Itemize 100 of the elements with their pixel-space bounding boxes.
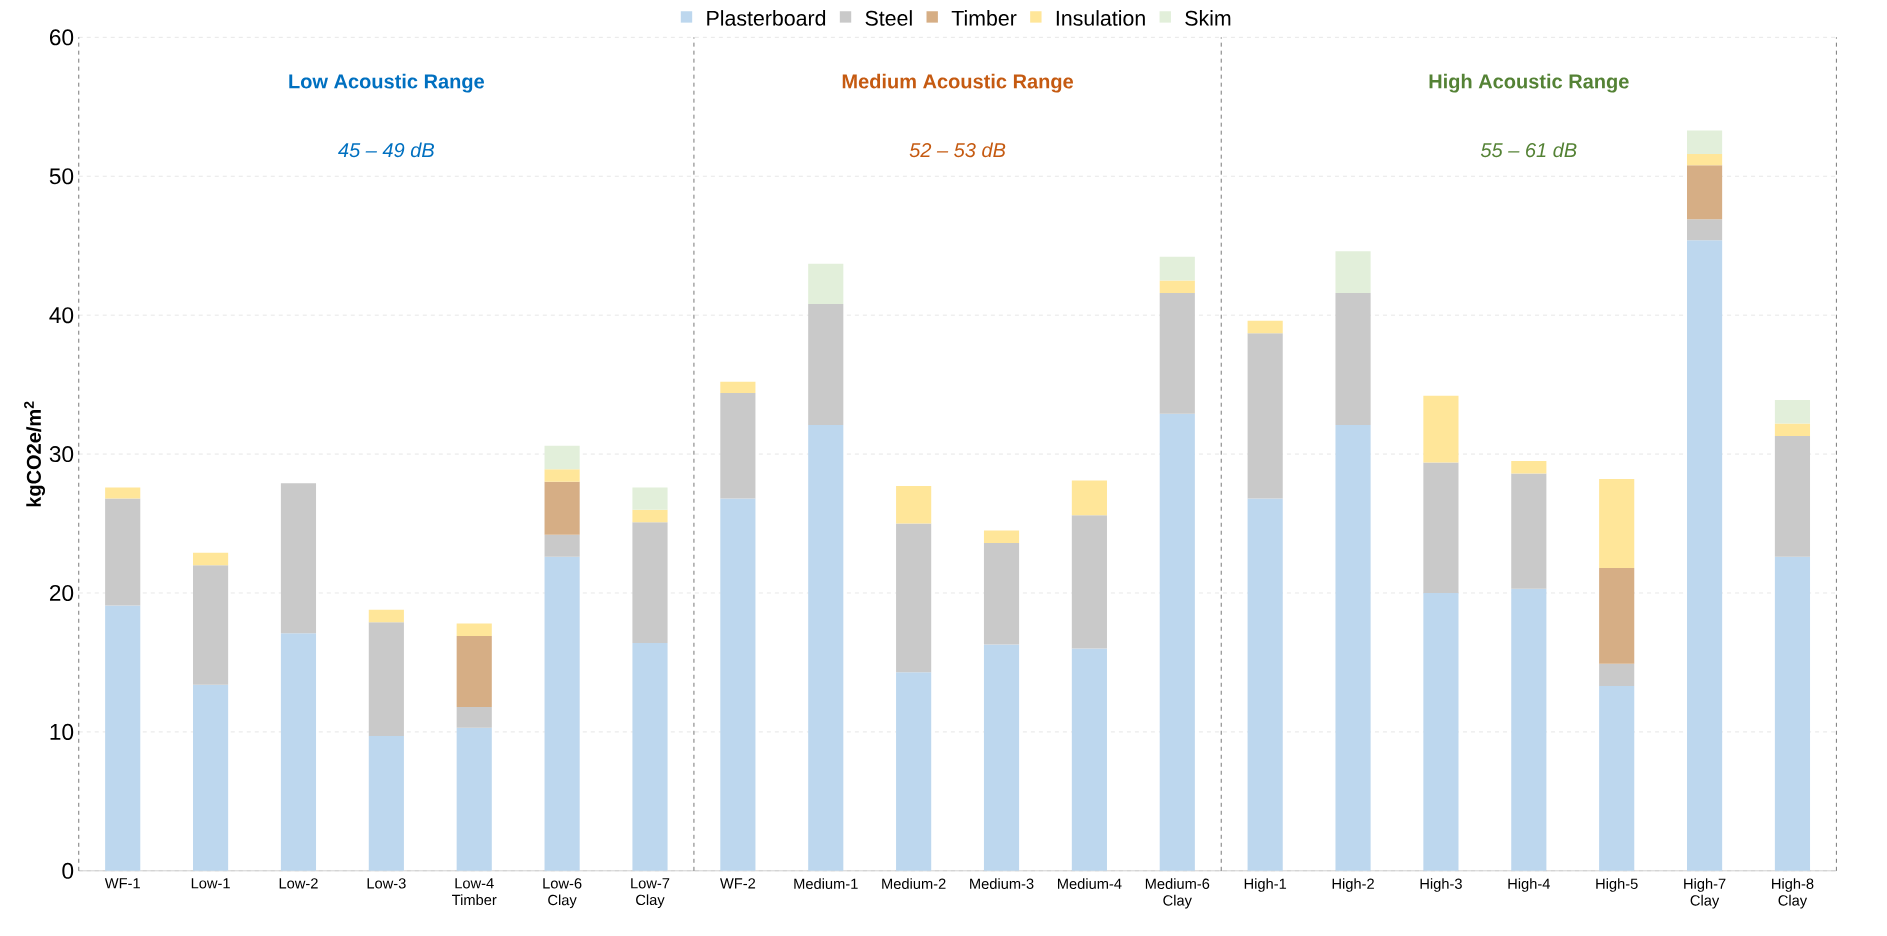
bar: [456, 635, 492, 707]
x-tick-label: Medium-4: [1058, 878, 1122, 889]
bar: [1774, 556, 1811, 871]
y-axis-title: kgCO2e/m$^{2}$: [24, 401, 46, 507]
bar: [720, 498, 756, 871]
bar: [1423, 395, 1459, 463]
bar: [808, 303, 844, 425]
annotation: Medium Acoustic Range: [842, 73, 1074, 93]
x-tick-label: High-2: [1332, 878, 1374, 892]
bar: [1071, 480, 1107, 516]
bar: [1687, 219, 1723, 241]
bar: [1599, 567, 1635, 664]
bar: [1335, 251, 1371, 293]
x-tick-label: Low-7 Clay: [631, 878, 670, 908]
bar: [1774, 399, 1811, 424]
x-tick-label: High-5: [1596, 878, 1638, 892]
x-tick-label: WF-1: [104, 878, 140, 889]
bar: [1687, 240, 1723, 871]
bar: [983, 644, 1020, 871]
legend-label: Plasterboard: [707, 10, 826, 26]
legend-label: Steel: [865, 10, 912, 26]
x-tick-label: Medium-1: [794, 878, 858, 889]
bar: [456, 727, 492, 871]
bar: [632, 509, 668, 523]
bar: [1687, 165, 1723, 220]
bar: [1687, 130, 1723, 154]
x-tick-label: High-1: [1244, 878, 1287, 892]
bar: [280, 483, 317, 634]
bar: [193, 552, 229, 566]
bar: [1247, 498, 1283, 871]
x-tick-label: Medium-6 Clay: [1145, 878, 1210, 909]
y-tick-label: 30: [49, 445, 74, 463]
bar: [1511, 460, 1547, 474]
bar: [544, 481, 580, 535]
x-tick-label: Medium-2: [882, 878, 946, 889]
annotation: High Acoustic Range: [1429, 73, 1629, 93]
bar: [193, 684, 229, 871]
bar: [544, 556, 580, 871]
bar: [368, 735, 404, 871]
bar: [1071, 515, 1107, 649]
bar: [1687, 153, 1723, 166]
annotation: 55 – 61 dB: [1480, 142, 1577, 158]
bar: [1159, 256, 1195, 281]
bar: [983, 530, 1020, 543]
x-tick-label: WF-2: [720, 878, 756, 889]
bar: [1599, 479, 1635, 568]
x-tick-label: High-4: [1508, 878, 1550, 892]
bar: [1159, 292, 1195, 414]
legend-label: Skim: [1185, 10, 1231, 26]
bar: [1423, 592, 1459, 871]
bar: [1071, 648, 1107, 871]
annotation: Low Acoustic Range: [289, 73, 485, 93]
bar: [1599, 685, 1635, 871]
bar: [105, 605, 141, 871]
bar: [1774, 423, 1811, 436]
bar: [280, 633, 317, 871]
bar: [1247, 320, 1283, 334]
bar: [368, 622, 404, 736]
x-tick-label: Low-4 Timber: [452, 878, 497, 906]
y-tick-label: 0: [62, 862, 74, 879]
bar: [1774, 435, 1811, 557]
bar: [1159, 280, 1195, 293]
x-tick-label: Low-1: [191, 878, 230, 889]
bar: [105, 498, 141, 606]
bar: [456, 623, 492, 636]
bar: [1423, 462, 1459, 593]
x-tick-label: Low-3: [367, 878, 406, 889]
y-tick-label: 20: [49, 584, 74, 601]
x-tick-label: High-8 Clay: [1772, 878, 1814, 909]
bar: [632, 487, 668, 510]
y-tick-label: 50: [49, 168, 74, 185]
bar: [1511, 588, 1547, 871]
bar: [193, 565, 229, 685]
bar: [896, 485, 932, 524]
bar: [1511, 473, 1547, 589]
x-tick-label: High-3: [1420, 878, 1462, 892]
bar: [544, 469, 580, 482]
y-tick-label: 40: [49, 307, 74, 324]
bar: [544, 445, 580, 470]
bar: [1335, 292, 1371, 425]
x-tick-label: High-7 Clay: [1684, 878, 1726, 909]
y-tick-label: 60: [49, 29, 74, 46]
bar: [808, 424, 844, 871]
legend-label: Timber: [951, 10, 1017, 26]
bar: [1159, 413, 1195, 871]
bar: [544, 534, 580, 557]
bar: [808, 263, 844, 304]
bar: [720, 392, 756, 499]
bar: [632, 642, 668, 871]
legend-label: Insulation: [1056, 10, 1145, 26]
bar: [896, 672, 932, 871]
x-tick-label: Low-6 Clay: [543, 878, 582, 909]
bar: [1247, 333, 1283, 499]
bar: [456, 706, 492, 728]
bar: [368, 609, 404, 623]
x-tick-label: Low-2: [279, 878, 318, 889]
bar: [105, 487, 141, 499]
bar: [720, 381, 756, 393]
bar: [632, 522, 668, 643]
bar: [1599, 663, 1635, 686]
